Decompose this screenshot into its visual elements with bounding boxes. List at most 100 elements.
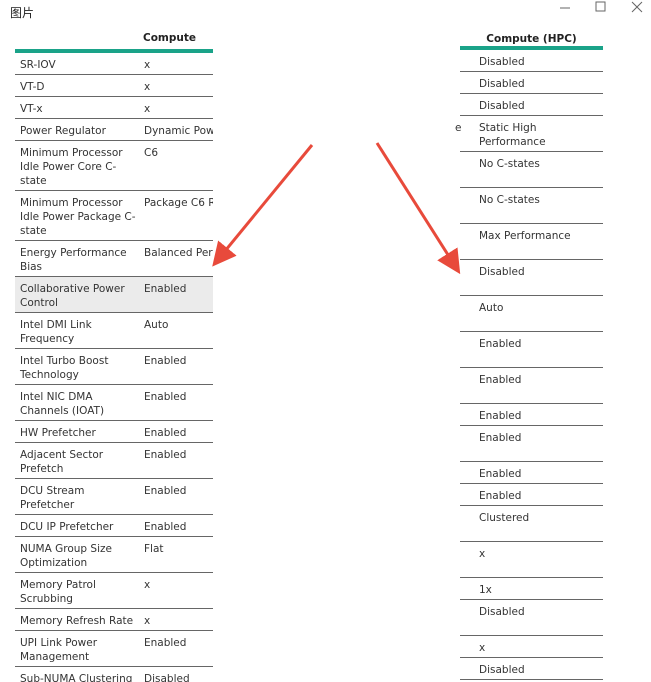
setting-name: Sub-NUMA Clustering: [20, 673, 133, 682]
setting-value: Balanced Performance: [144, 247, 213, 259]
maximize-button[interactable]: [595, 1, 606, 12]
setting-value: Flat: [144, 543, 164, 555]
table-row: Enabled: [460, 426, 603, 462]
setting-value: Enabled: [479, 410, 522, 422]
setting-name: DCU IP Prefetcher: [20, 521, 114, 533]
table-row: NUMA Group Size Optimization Flat: [15, 537, 213, 573]
table-row: Static High Performance: [460, 116, 603, 152]
setting-name: SR-IOV: [20, 59, 56, 71]
setting-name: Intel Turbo Boost Technology: [20, 355, 109, 381]
table-header: Compute (HPC): [460, 33, 603, 50]
table-row: Enabled: [460, 404, 603, 426]
setting-name: Collaborative Power Control: [20, 283, 125, 309]
table-row: Max Performance: [460, 224, 603, 260]
setting-name: VT-x: [20, 103, 43, 115]
setting-value: x: [144, 615, 151, 627]
setting-value: Enabled: [479, 490, 522, 502]
window-controls[interactable]: [550, 0, 651, 20]
setting-value: Enabled: [144, 355, 187, 367]
right-table-image: Compute (HPC) Disabled Disabled Disabled St…: [460, 33, 603, 682]
setting-value: Disabled: [144, 673, 190, 682]
setting-value: Disabled: [479, 100, 525, 112]
setting-value: Auto: [479, 302, 504, 314]
setting-value: Enabled: [144, 637, 187, 649]
setting-value: No C-states: [479, 194, 540, 206]
left-table-image: Compute SR-IOV x VT-D x VT-x x Power Regulator…: [15, 30, 213, 682]
table-row: Intel NIC DMA Channels (IOAT) Enabled: [15, 385, 213, 421]
table-row: Memory Patrol Scrubbing x: [15, 573, 213, 609]
table-row: DCU Stream Prefetcher Enabled: [15, 479, 213, 515]
setting-value: Enabled: [144, 283, 187, 295]
table-row: HW Prefetcher Enabled: [15, 421, 213, 443]
setting-value: No C-states: [479, 158, 540, 170]
setting-value: x: [144, 103, 151, 115]
table-row: Intel Turbo Boost Technology Enabled: [15, 349, 213, 385]
setting-value: Static High Performance: [479, 122, 546, 148]
table-row: x: [460, 636, 603, 658]
table-row: VT-x x: [15, 97, 213, 119]
setting-value: x: [144, 81, 151, 93]
window-title: 图片: [10, 6, 35, 20]
table-row: Minimum Processor Idle Power Core C-stat…: [15, 141, 213, 191]
table-row: Enabled: [460, 368, 603, 404]
setting-value: Package C6 Retention: [144, 197, 213, 209]
table-row: x: [460, 542, 603, 578]
table-row: UPI Link Power Management Enabled: [15, 631, 213, 667]
table-row: Enabled: [460, 332, 603, 368]
setting-name: Intel NIC DMA Channels (IOAT): [20, 391, 105, 417]
table-row: VT-D x: [15, 75, 213, 97]
table-row: No C-states: [460, 188, 603, 224]
setting-value: Disabled: [479, 78, 525, 90]
table-row: Sub-NUMA Clustering Disabled: [15, 667, 213, 682]
setting-name: Memory Patrol Scrubbing: [20, 579, 96, 605]
setting-value: Enabled: [479, 468, 522, 480]
cropped-text: e: [455, 122, 462, 134]
setting-name: HW Prefetcher: [20, 427, 96, 439]
setting-value: Enabled: [479, 432, 522, 444]
table-row: Power Regulator Dynamic Power: [15, 119, 213, 141]
setting-value: 1x: [479, 584, 492, 596]
table-row: Disabled: [460, 658, 603, 680]
setting-value: Enabled: [144, 449, 187, 461]
table-row: Collaborative Power Control Enabled: [15, 277, 213, 313]
table-row: Auto: [460, 296, 603, 332]
arrow: [212, 144, 314, 267]
setting-name: Memory Refresh Rate: [20, 615, 134, 627]
setting-name: VT-D: [20, 81, 45, 93]
table-row: SR-IOV x: [15, 53, 213, 75]
setting-value: C6: [144, 147, 159, 159]
setting-value: Max Performance: [479, 230, 571, 242]
setting-value: Enabled: [479, 374, 522, 386]
table-row: Disabled: [460, 50, 603, 72]
setting-name: NUMA Group Size Optimization: [20, 543, 112, 569]
setting-value: x: [144, 579, 151, 591]
table-row: 1x: [460, 578, 603, 600]
table-row: Minimum Processor Idle Power Package C-s…: [15, 191, 213, 241]
setting-value: Dynamic Power: [144, 125, 213, 137]
setting-value: Auto: [144, 319, 169, 331]
setting-value: Enabled: [144, 521, 187, 533]
table-row: Intel DMI Link Frequency Auto: [15, 313, 213, 349]
setting-name: Energy Performance Bias: [20, 247, 127, 273]
setting-value: Enabled: [144, 485, 187, 497]
table-row: Disabled: [460, 260, 603, 296]
table-row: Disabled: [460, 600, 603, 636]
table-header: Compute: [15, 30, 213, 53]
setting-name: UPI Link Power Management: [20, 637, 98, 663]
arrow: [375, 142, 461, 275]
close-button[interactable]: [631, 1, 643, 13]
setting-value: x: [144, 59, 151, 71]
setting-name: Minimum Processor Idle Power Package C-s…: [20, 197, 136, 237]
table-row: Memory Refresh Rate x: [15, 609, 213, 631]
table-row: Enabled: [460, 462, 603, 484]
setting-value: Clustered: [479, 512, 530, 524]
setting-name: Power Regulator: [20, 125, 106, 137]
table-row: Enabled: [460, 484, 603, 506]
setting-value: Enabled: [144, 427, 187, 439]
setting-value: x: [479, 642, 486, 654]
setting-value: Disabled: [479, 606, 525, 618]
table-row: DCU IP Prefetcher Enabled: [15, 515, 213, 537]
table-row: Clustered: [460, 506, 603, 542]
table-row: Adjacent Sector Prefetch Enabled: [15, 443, 213, 479]
